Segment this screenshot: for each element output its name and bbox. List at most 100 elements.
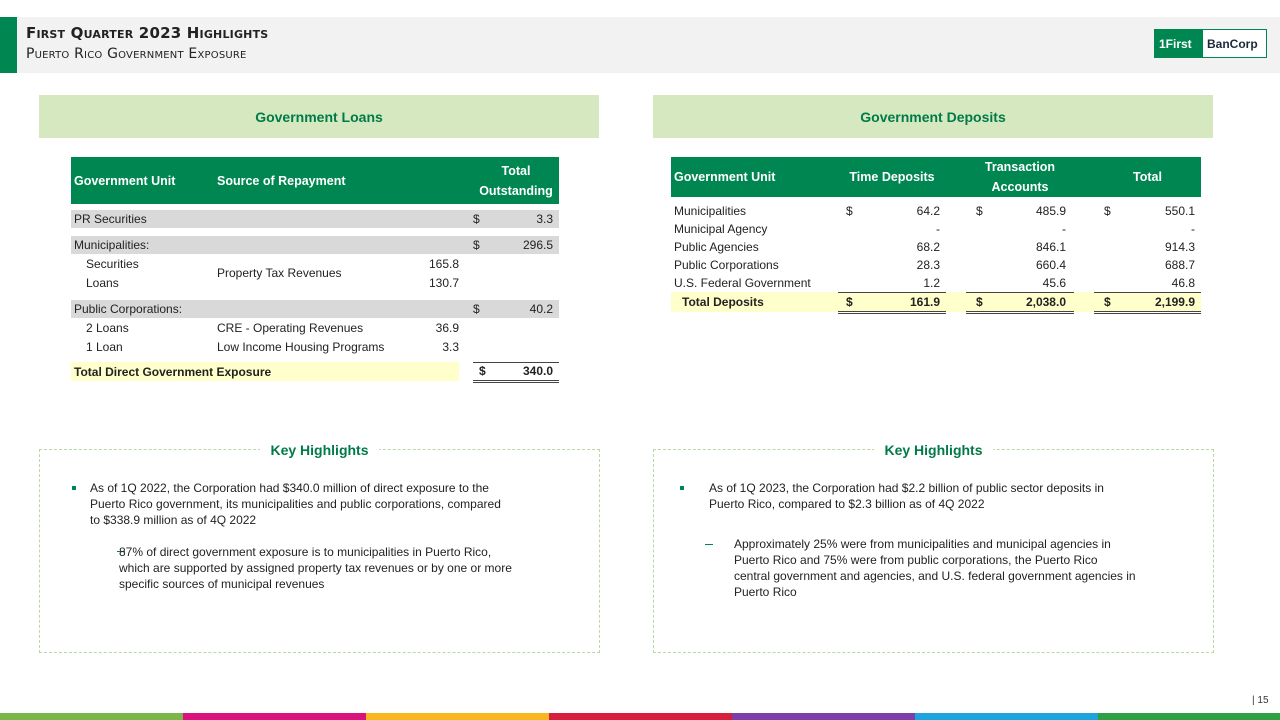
col-header-accounts: Accounts [991, 180, 1049, 194]
currency-sign: $ [838, 291, 856, 314]
row-label: Municipalities: [71, 236, 217, 254]
total-time-deposits: 161.9 [856, 291, 946, 314]
source-of-repayment: Property Tax Revenues [217, 266, 342, 280]
currency-sign: $ [473, 300, 493, 318]
text-line: Puerto Rico and 75% were from public cor… [734, 553, 1098, 567]
key-highlights-right: Key Highlights As of 1Q 2023, the Corpor… [653, 442, 1214, 653]
transaction-value: 485.9 [1035, 204, 1066, 218]
currency-sign [1094, 256, 1112, 274]
firstbancorp-logo: 1First BanCorp [1154, 29, 1267, 58]
row-label: Public Corporations [674, 258, 779, 272]
currency-sign [966, 238, 984, 256]
footer-stripe [732, 713, 915, 720]
currency-sign [966, 256, 984, 274]
total-row: Total Deposits $ 161.9 $ 2,038.0 $ 2,199… [671, 291, 1201, 314]
currency-sign [966, 220, 984, 238]
col-header-source: Source of Repayment [217, 157, 407, 204]
footer-stripe [183, 713, 366, 720]
footer-stripe [915, 713, 1098, 720]
transaction-value: 660.4 [1035, 258, 1066, 272]
row-value: 3.3 [493, 210, 559, 228]
bullet-square-icon [72, 486, 76, 490]
time-deposits-value: 1.2 [923, 275, 940, 290]
row-label: Loans [86, 275, 119, 290]
text-line: As of 1Q 2022, the Corporation had $340.… [90, 481, 489, 495]
highlight-sub-bullet: 87% of direct government exposure is to … [119, 544, 512, 592]
table-row: Loans 130.7 [71, 273, 559, 292]
row-amount: 165.8 [428, 256, 459, 271]
time-deposits-value: 68.2 [916, 240, 940, 254]
total-value: - [1191, 222, 1195, 236]
footer-stripe [549, 713, 732, 720]
currency-sign: $ [473, 236, 493, 254]
table-header-row: Government Unit Source of Repayment Tota… [71, 157, 559, 204]
total-label: Total Deposits [671, 292, 838, 312]
key-highlights-title: Key Highlights [260, 442, 379, 458]
row-value: 40.2 [493, 300, 559, 318]
footer-stripe [1098, 713, 1280, 720]
currency-sign: $ [473, 361, 493, 383]
bullet-square-icon [680, 486, 684, 490]
table-row: Public Corporations 28.3 660.4 688.7 [671, 256, 1201, 274]
currency-sign: $ [1104, 204, 1111, 218]
row-amount: 36.9 [435, 320, 459, 335]
footer-stripe [366, 713, 549, 720]
text-line: Puerto Rico, compared to $2.3 billion as… [709, 497, 985, 511]
currency-sign [1094, 274, 1112, 292]
table-row: Public Corporations: $ 40.2 [71, 300, 559, 318]
col-header-transaction-accounts: Transaction Accounts [966, 157, 1074, 197]
table-row: Municipal Agency - - - [671, 220, 1201, 238]
footer-stripe [0, 713, 183, 720]
dash-icon [705, 544, 713, 545]
col-header-transaction: Transaction [984, 160, 1056, 174]
table-header-row: Government Unit Time Deposits Transactio… [671, 157, 1201, 197]
row-label: U.S. Federal Government [674, 276, 811, 290]
key-highlights-left: Key Highlights As of 1Q 2022, the Corpor… [39, 442, 600, 653]
government-deposits-table: Government Unit Time Deposits Transactio… [671, 157, 1201, 314]
time-deposits-value: - [936, 222, 940, 236]
government-loans-header: Government Loans [39, 95, 599, 138]
total-transaction: 2,038.0 [984, 291, 1074, 314]
page-subtitle: Puerto Rico Government Exposure [26, 46, 247, 62]
row-label: 1 Loan [86, 339, 123, 354]
total-value: 46.8 [1171, 275, 1195, 290]
total-value: 688.7 [1164, 258, 1195, 272]
row-value: 296.5 [493, 236, 559, 254]
currency-sign: $ [976, 204, 983, 218]
col-header-total: Total [1094, 157, 1201, 197]
currency-sign: $ [473, 210, 493, 228]
text-line: Puerto Rico government, its municipaliti… [90, 497, 501, 511]
source-of-repayment: CRE - Operating Revenues [217, 320, 364, 335]
total-row: Total Direct Government Exposure $ 340.0 [71, 361, 559, 383]
government-deposits-header: Government Deposits [653, 95, 1213, 138]
row-amount: 3.3 [442, 339, 459, 354]
table-row: 2 Loans CRE - Operating Revenues 36.9 [71, 318, 559, 337]
header-bar: First Quarter 2023 Highlights Puerto Ric… [0, 17, 1280, 73]
table-row: Municipalities: $ 296.5 [71, 236, 559, 254]
text-line: to $338.9 million as of 4Q 2022 [90, 513, 257, 527]
currency-sign [838, 274, 856, 292]
source-of-repayment: Low Income Housing Programs [217, 339, 385, 354]
table-row: Securities Property Tax Revenues 165.8 [71, 254, 559, 281]
total-value: 914.3 [1164, 240, 1195, 254]
col-header-outstanding: Outstanding [479, 183, 553, 198]
header-accent [0, 17, 17, 73]
row-label: 2 Loans [86, 320, 129, 335]
text-line: which are supported by assigned property… [119, 561, 512, 575]
total-value: 340.0 [493, 361, 559, 383]
currency-sign: $ [966, 291, 984, 314]
currency-sign: $ [846, 204, 853, 218]
government-loans-table: Government Unit Source of Repayment Tota… [71, 157, 559, 383]
time-deposits-value: 64.2 [916, 204, 940, 218]
text-line: Approximately 25% were from municipaliti… [734, 537, 1111, 551]
time-deposits-value: 28.3 [916, 258, 940, 272]
currency-sign [838, 220, 856, 238]
row-label: PR Securities [71, 210, 217, 228]
logo-bancorp-text: BanCorp [1207, 36, 1258, 51]
col-header-government-unit: Government Unit [671, 157, 838, 197]
col-header-time-deposits: Time Deposits [838, 157, 946, 197]
transaction-value: 846.1 [1035, 240, 1066, 254]
text-line: central government and agencies, and U.S… [734, 569, 1136, 583]
currency-sign: $ [1094, 291, 1112, 314]
total-value: 550.1 [1164, 204, 1195, 218]
